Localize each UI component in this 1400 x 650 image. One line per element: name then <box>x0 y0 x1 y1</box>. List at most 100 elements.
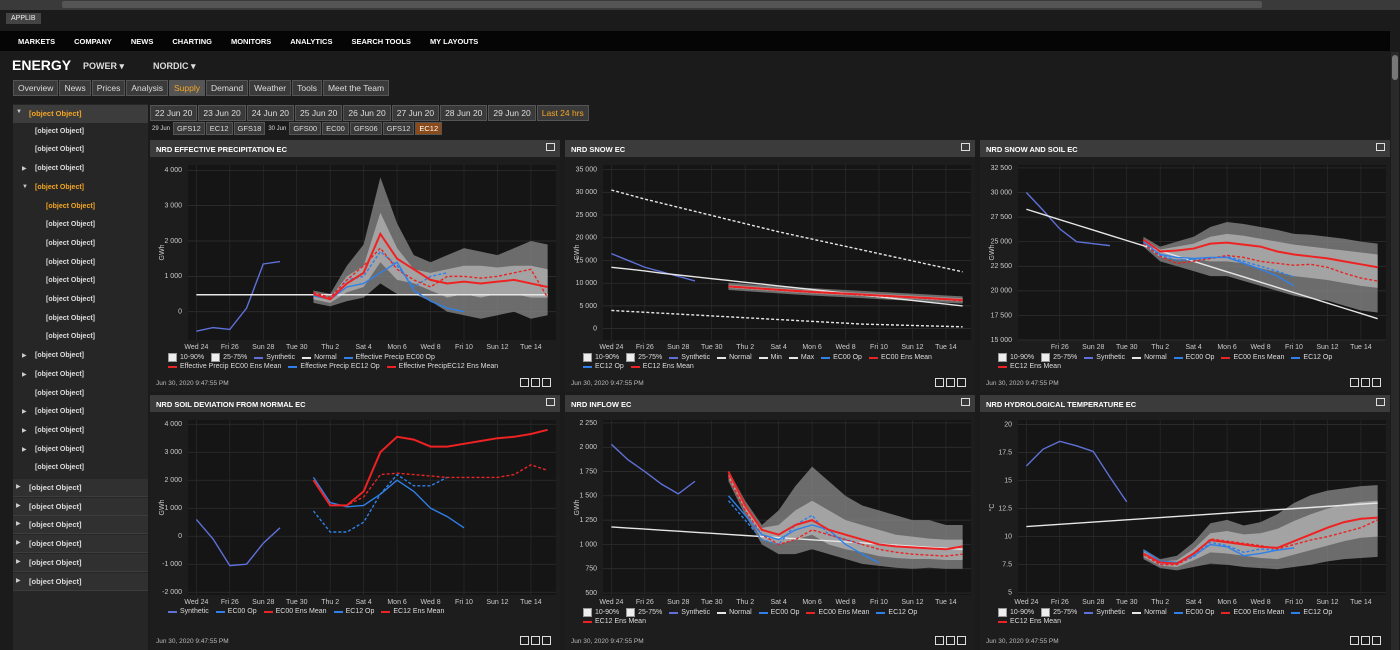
tab[interactable]: Prices <box>91 80 126 96</box>
sidebar-item[interactable]: ▶ [object Object] <box>13 161 148 178</box>
legend-item: Synthetic <box>669 353 710 362</box>
sidebar-label: [object Object] <box>29 576 82 586</box>
popout-icon[interactable] <box>961 398 970 406</box>
menu-item[interactable]: SEARCH TOOLS <box>351 36 411 46</box>
run-button[interactable]: GFS06 <box>349 122 382 135</box>
dropdown[interactable]: POWER ▾ <box>83 61 125 71</box>
search-box[interactable] <box>62 1 1262 8</box>
sidebar-item[interactable]: [object Object] <box>13 236 148 253</box>
tool-icon[interactable] <box>957 378 966 387</box>
sidebar-item[interactable]: ▶ [object Object] <box>13 367 148 384</box>
run-button[interactable]: EC12 <box>415 122 443 135</box>
tool-icon[interactable] <box>531 378 540 387</box>
date-button[interactable]: 24 Jun 20 <box>246 105 295 121</box>
run-button[interactable]: GFS12 <box>173 122 205 135</box>
sidebar-item[interactable]: ▼ [object Object] <box>13 105 148 123</box>
sidebar-item[interactable]: [object Object] <box>13 124 148 141</box>
x-tick-label: Thu 2 <box>1151 599 1169 606</box>
sidebar-item[interactable]: [object Object] <box>13 386 148 403</box>
sidebar-item[interactable]: ▶ [object Object] <box>13 553 148 572</box>
tab[interactable]: Supply <box>168 80 205 96</box>
tool-icon[interactable] <box>1350 378 1359 387</box>
sidebar-item[interactable]: ▶ [object Object] <box>13 442 148 459</box>
x-tick-label: Sat 4 <box>355 599 371 606</box>
tool-icon[interactable] <box>1361 378 1370 387</box>
y-tick-label: 1 750 <box>579 468 597 475</box>
menu-item[interactable]: MY LAYOUTS <box>429 36 479 46</box>
sidebar-item[interactable]: ▼ [object Object] <box>13 180 148 197</box>
sidebar-item[interactable]: [object Object] <box>13 311 148 328</box>
run-button[interactable]: GFS18 <box>233 122 266 135</box>
popout-icon[interactable] <box>1376 143 1385 151</box>
tool-icon[interactable] <box>1350 636 1359 645</box>
series-line <box>611 266 963 307</box>
sidebar-item[interactable]: [object Object] <box>13 292 148 309</box>
tab[interactable]: Overview <box>13 80 59 96</box>
sidebar-item[interactable]: [object Object] <box>13 329 148 346</box>
date-button[interactable]: Last 24 hrs <box>536 105 589 121</box>
tool-icon[interactable] <box>935 636 944 645</box>
tab[interactable]: Analysis <box>126 80 168 96</box>
date-button[interactable]: 22 Jun 20 <box>150 105 198 121</box>
sidebar-item[interactable]: ▶ [object Object] <box>13 497 148 516</box>
date-button[interactable]: 23 Jun 20 <box>198 105 246 121</box>
tool-icon[interactable] <box>946 636 955 645</box>
dropdown[interactable]: NORDIC ▾ <box>153 61 196 71</box>
sidebar-item[interactable]: ▶ [object Object] <box>13 404 148 421</box>
sidebar-item[interactable]: [object Object] <box>13 460 148 477</box>
popout-icon[interactable] <box>546 143 555 151</box>
tab[interactable]: Demand <box>205 80 249 96</box>
popout-icon[interactable] <box>961 143 970 151</box>
scroll-thumb[interactable] <box>1392 55 1398 80</box>
tool-icon[interactable] <box>957 636 966 645</box>
tool-icon[interactable] <box>542 378 551 387</box>
date-button[interactable]: 26 Jun 20 <box>343 105 391 121</box>
applib-tab[interactable]: APPLIB <box>6 13 41 24</box>
date-button[interactable]: 27 Jun 20 <box>391 105 440 121</box>
sidebar-item[interactable]: ▶ [object Object] <box>13 516 148 535</box>
menu-item[interactable]: NEWS <box>130 36 154 46</box>
sidebar-item[interactable]: [object Object] <box>13 255 148 272</box>
sidebar-item[interactable]: [object Object] <box>13 142 148 159</box>
tab[interactable]: News <box>59 80 91 96</box>
sidebar-item[interactable]: ▶ [object Object] <box>13 423 148 440</box>
tool-icon[interactable] <box>946 378 955 387</box>
popout-icon[interactable] <box>546 398 555 406</box>
menu-item[interactable]: CHARTING <box>172 36 212 46</box>
tool-icon[interactable] <box>520 378 529 387</box>
tab[interactable]: Tools <box>292 80 322 96</box>
date-button[interactable]: 28 Jun 20 <box>440 105 488 121</box>
sidebar-item[interactable]: ▶ [object Object] <box>13 535 148 554</box>
tool-icon[interactable] <box>1372 378 1381 387</box>
date-button[interactable]: 25 Jun 20 <box>295 105 343 121</box>
tab[interactable]: Weather <box>249 80 292 96</box>
sidebar-item[interactable]: ▶ [object Object] <box>13 479 148 497</box>
x-tick-label: Tue 14 <box>1350 344 1372 351</box>
menu-item[interactable]: COMPANY <box>74 36 112 46</box>
sidebar-item[interactable]: ▶ [object Object] <box>13 572 148 591</box>
run-button[interactable]: GFS00 <box>289 122 322 135</box>
tool-icon[interactable] <box>935 378 944 387</box>
date-button[interactable]: 29 Jun 20 <box>488 105 536 121</box>
menu-item[interactable]: MONITORS <box>230 36 272 46</box>
x-tick-label: Wed 24 <box>1014 599 1038 606</box>
menu-item[interactable]: ANALYTICS <box>290 36 333 46</box>
tool-icon[interactable] <box>1361 636 1370 645</box>
sidebar-item[interactable]: [object Object] <box>13 199 148 216</box>
tool-icon[interactable] <box>1372 636 1381 645</box>
menu-item[interactable]: MARKETS <box>18 36 56 46</box>
sidebar-item[interactable]: ▶ [object Object] <box>13 348 148 365</box>
expand-arrow: ▶ <box>16 540 21 547</box>
tab[interactable]: Meet the Team <box>322 80 390 96</box>
menu-bar <box>0 31 1390 51</box>
sidebar-item[interactable]: [object Object] <box>13 273 148 290</box>
tool-icon[interactable] <box>542 636 551 645</box>
legend-item: Max <box>788 353 814 362</box>
tool-icon[interactable] <box>531 636 540 645</box>
run-button[interactable]: EC12 <box>205 122 233 135</box>
sidebar-item[interactable]: [object Object] <box>13 217 148 234</box>
run-button[interactable]: EC00 <box>322 122 349 135</box>
popout-icon[interactable] <box>1376 398 1385 406</box>
run-button[interactable]: GFS12 <box>382 122 415 135</box>
tool-icon[interactable] <box>520 636 529 645</box>
